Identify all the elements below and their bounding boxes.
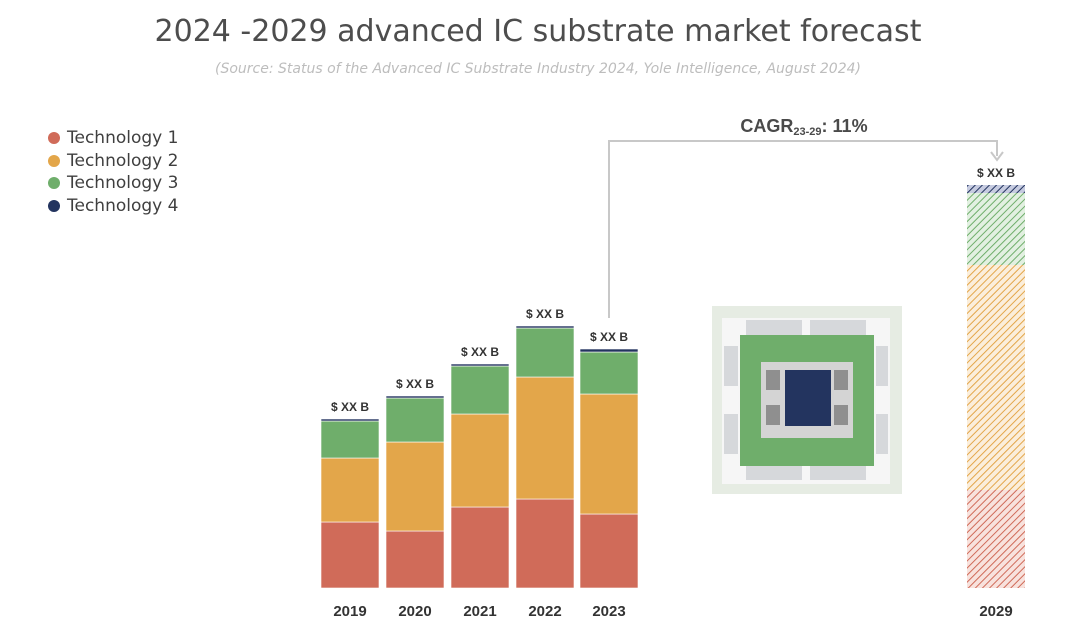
bar-2029-technology-3 xyxy=(967,193,1025,265)
value-label-2022: $ XX B xyxy=(526,307,564,321)
cagr-annotation: CAGR23-29: 11% xyxy=(740,116,867,138)
cagr-arrow-head-icon xyxy=(990,151,1004,162)
value-label-2020: $ XX B xyxy=(396,377,434,391)
bar-2019-technology-2 xyxy=(320,457,380,523)
legend-swatch xyxy=(48,177,60,190)
value-label-2021: $ XX B xyxy=(461,345,499,359)
bar-2021-technology-1 xyxy=(450,506,510,589)
legend-item-technology-4: Technology 4 xyxy=(48,195,178,218)
bar-2021-technology-2 xyxy=(450,413,510,508)
x-tick-label-2029: 2029 xyxy=(979,603,1012,620)
value-labels-group: $ XX B $ XX B $ XX B $ XX B $ XX B $ XX B xyxy=(331,166,1015,414)
legend-label: Technology 1 xyxy=(67,128,179,149)
cagr-suffix: : 11% xyxy=(822,116,868,136)
bar-2029-technology-2 xyxy=(967,265,1025,490)
bar-2022-technology-2 xyxy=(515,376,575,500)
ic-substrate-package-icon xyxy=(712,306,902,494)
x-axis-ticks: 2019 2020 2021 2022 2023 2029 xyxy=(333,603,1012,620)
bar-2029-technology-4 xyxy=(967,185,1025,193)
x-tick-label-2023: 2023 xyxy=(592,603,625,620)
value-label-2023: $ XX B xyxy=(590,330,628,344)
bar-2020-technology-3 xyxy=(385,397,445,443)
legend-swatch xyxy=(48,154,60,167)
bar-2019-technology-4 xyxy=(320,418,380,422)
chart-subtitle: (Source: Status of the Advanced IC Subst… xyxy=(215,61,861,77)
legend-swatch xyxy=(48,199,60,212)
x-tick-label-2022: 2022 xyxy=(528,603,561,620)
bar-2023-technology-3 xyxy=(579,351,639,395)
legend-label: Technology 4 xyxy=(67,195,179,216)
bar-2022-technology-3 xyxy=(515,327,575,378)
bars-group xyxy=(320,185,1025,589)
legend-item-technology-1: Technology 1 xyxy=(48,127,178,150)
x-tick-label-2020: 2020 xyxy=(398,603,431,620)
cagr-arrow-line xyxy=(608,140,998,318)
x-tick-label-2019: 2019 xyxy=(333,603,366,620)
legend-label: Technology 2 xyxy=(67,150,179,171)
value-label-2029: $ XX B xyxy=(977,166,1015,180)
bar-2019-technology-1 xyxy=(320,521,380,589)
bar-2020-technology-4 xyxy=(385,395,445,399)
chart-title: 2024 -2029 advanced IC substrate market … xyxy=(154,14,922,49)
x-tick-label-2021: 2021 xyxy=(463,603,496,620)
value-label-2019: $ XX B xyxy=(331,400,369,414)
legend: Technology 1 Technology 2 Technology 3 T… xyxy=(48,127,178,217)
bar-2020-technology-2 xyxy=(385,441,445,532)
legend-item-technology-3: Technology 3 xyxy=(48,172,178,195)
bar-2021-technology-3 xyxy=(450,365,510,415)
bar-2020-technology-1 xyxy=(385,530,445,589)
legend-label: Technology 3 xyxy=(67,173,179,194)
cagr-subscript: 23-29 xyxy=(793,126,821,138)
bar-2019-technology-3 xyxy=(320,420,380,459)
bar-2021-technology-4 xyxy=(450,363,510,367)
cagr-prefix: CAGR xyxy=(740,116,793,136)
bar-2022-technology-1 xyxy=(515,498,575,589)
bar-2022-technology-4 xyxy=(515,325,575,329)
bar-2029-technology-1 xyxy=(967,490,1025,588)
legend-item-technology-2: Technology 2 xyxy=(48,150,178,173)
bar-2023-technology-1 xyxy=(579,513,639,589)
bar-2023-technology-4 xyxy=(579,348,639,353)
legend-swatch xyxy=(48,132,60,145)
bar-2023-technology-2 xyxy=(579,393,639,515)
